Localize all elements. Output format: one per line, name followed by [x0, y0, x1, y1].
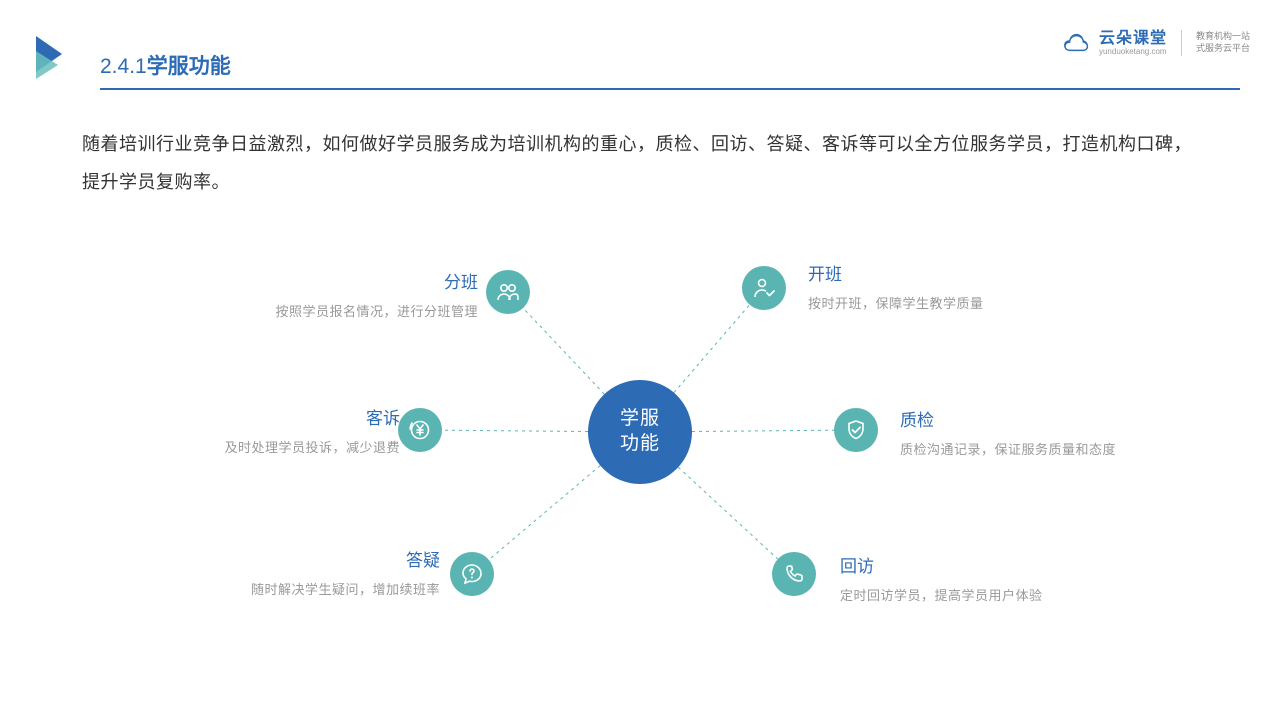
center-node: 学服 功能 — [588, 380, 692, 484]
node-label-huifang: 回访定时回访学员，提高学员用户体验 — [840, 552, 1140, 604]
node-label-zhijian: 质检质检沟通记录，保证服务质量和态度 — [900, 406, 1200, 458]
node-desc: 及时处理学员投诉，减少退费 — [100, 437, 400, 456]
node-kesu — [398, 408, 442, 452]
diagram-connectors — [0, 0, 1280, 720]
radial-diagram: 学服 功能 分班按照学员报名情况，进行分班管理 开班按时开班，保障学生教学质量质检… — [0, 0, 1280, 720]
node-title: 答疑 — [140, 546, 440, 571]
group-icon — [496, 280, 520, 304]
phone-icon — [782, 562, 806, 586]
node-label-kesu: 客诉及时处理学员投诉，减少退费 — [100, 404, 400, 456]
node-desc: 按时开班，保障学生教学质量 — [808, 293, 1108, 312]
node-title: 回访 — [840, 552, 1140, 577]
question-bubble-icon — [460, 562, 484, 586]
yen-refund-icon — [408, 418, 432, 442]
node-desc: 质检沟通记录，保证服务质量和态度 — [900, 439, 1200, 458]
node-title: 开班 — [808, 260, 1108, 285]
node-desc: 随时解决学生疑问，增加续班率 — [140, 579, 440, 598]
node-title: 分班 — [178, 268, 478, 293]
node-title: 客诉 — [100, 404, 400, 429]
node-title: 质检 — [900, 406, 1200, 431]
node-huifang — [772, 552, 816, 596]
node-zhijian — [834, 408, 878, 452]
node-label-fenban: 分班按照学员报名情况，进行分班管理 — [178, 268, 478, 320]
node-desc: 定时回访学员，提高学员用户体验 — [840, 585, 1140, 604]
node-label-dayi: 答疑随时解决学生疑问，增加续班率 — [140, 546, 440, 598]
node-kaiban — [742, 266, 786, 310]
shield-check-icon — [844, 418, 868, 442]
node-fenban — [486, 270, 530, 314]
node-dayi — [450, 552, 494, 596]
person-check-icon — [752, 276, 776, 300]
node-label-kaiban: 开班按时开班，保障学生教学质量 — [808, 260, 1108, 312]
node-desc: 按照学员报名情况，进行分班管理 — [178, 301, 478, 320]
